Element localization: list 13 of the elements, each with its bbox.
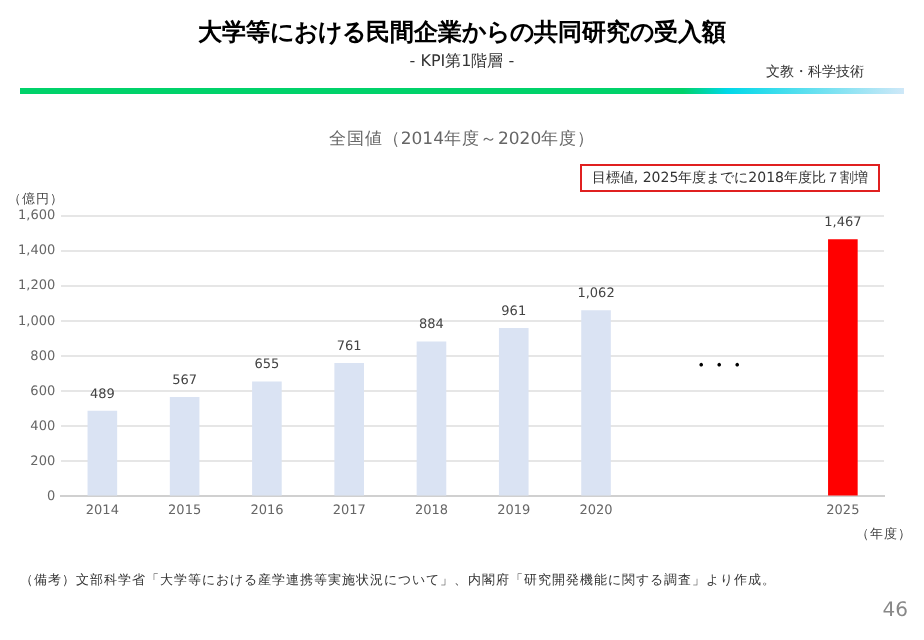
annotation: ・・・ (692, 356, 747, 377)
text: 全国値（2014年度～2020年度） (326, 128, 598, 152)
bar (252, 381, 282, 496)
chart-subtitle: - KPI第1階層 - (409, 52, 515, 70)
bar (498, 327, 529, 496)
text: 46 (882, 600, 908, 622)
bar (828, 239, 858, 496)
chart-title: 大学等における民間企業からの共同研究の受入額 (196, 16, 728, 50)
bar (334, 363, 364, 496)
bar (169, 397, 200, 496)
bar (581, 310, 611, 496)
bar (416, 341, 447, 496)
bar (87, 410, 118, 496)
